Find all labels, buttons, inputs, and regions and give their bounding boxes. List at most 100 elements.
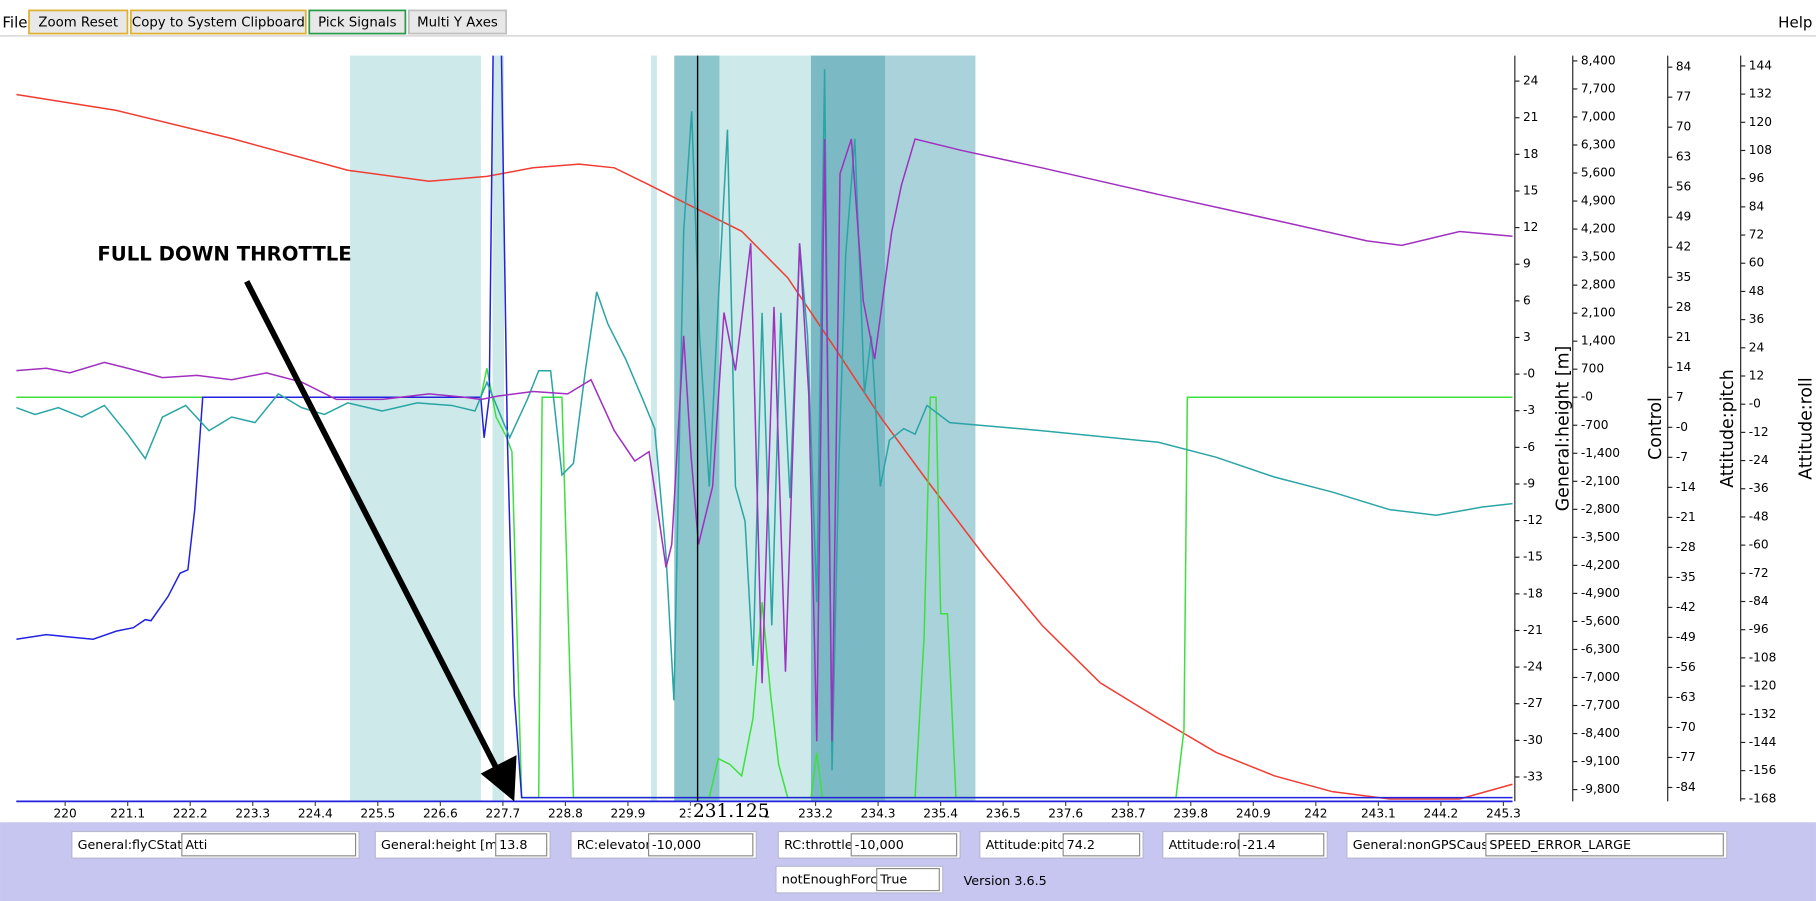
y-tick-label: -3,500 xyxy=(1581,530,1620,544)
y-tick-label: 49 xyxy=(1676,210,1691,224)
y-tick-label: -21 xyxy=(1676,510,1696,524)
y-tick-label: -144 xyxy=(1749,735,1777,749)
y-tick-label: -24 xyxy=(1749,453,1769,467)
y-tick-label: -9 xyxy=(1523,476,1535,490)
toolbar-button[interactable] xyxy=(407,9,508,35)
y-tick-label: 21 xyxy=(1523,110,1538,124)
y-tick-label: -6 xyxy=(1523,440,1535,454)
y-tick-label: -36 xyxy=(1749,481,1769,495)
y-tick-label: -28 xyxy=(1676,540,1696,554)
y-tick-label: 14 xyxy=(1676,360,1692,374)
y-tick-label: 144 xyxy=(1749,58,1772,72)
y-tick-label: -84 xyxy=(1676,780,1696,794)
readout-input[interactable] xyxy=(648,833,754,857)
y-tick-label: 48 xyxy=(1749,284,1764,298)
readout-input[interactable] xyxy=(876,867,940,892)
y-tick-label: -72 xyxy=(1749,566,1769,580)
y-tick-label: -56 xyxy=(1676,660,1696,674)
readout-value[interactable]: SPEED_ERROR_LARGE xyxy=(1489,838,1631,853)
y-tick-label: 108 xyxy=(1749,143,1772,157)
x-tick-label: 222.2 xyxy=(173,807,208,821)
readout-label: General:height [m] xyxy=(381,838,502,853)
toolbar-button[interactable] xyxy=(28,9,129,35)
y-tick-label: 42 xyxy=(1676,240,1691,254)
y-tick-label: -700 xyxy=(1581,418,1609,432)
readout-label: Attitude:roll xyxy=(1169,838,1244,853)
y-tick-label: -14 xyxy=(1676,480,1696,494)
y-tick-label: -168 xyxy=(1749,791,1777,805)
y-tick-label: 84 xyxy=(1749,199,1765,213)
y-tick-label: 2,800 xyxy=(1581,278,1616,292)
readout-value[interactable]: -21.4 xyxy=(1243,838,1276,853)
y-tick-label: 3,500 xyxy=(1581,250,1616,264)
readout-input[interactable] xyxy=(1485,833,1724,857)
y-tick-label: 7,000 xyxy=(1581,109,1616,123)
readout-input[interactable] xyxy=(495,833,548,857)
y-tick-label: 12 xyxy=(1749,368,1764,382)
x-tick-label: 245.3 xyxy=(1486,807,1521,821)
y-tick-label: 12 xyxy=(1523,220,1538,234)
y-tick-label: 7 xyxy=(1676,390,1684,404)
toolbar-button-label[interactable]: Multi Y Axes xyxy=(417,16,498,31)
readout-value[interactable]: -10,000 xyxy=(855,838,904,853)
annotation-arrowhead xyxy=(480,755,517,802)
readout-value[interactable]: 13.8 xyxy=(499,838,527,853)
x-tick-label: 220 xyxy=(54,807,77,821)
readout-value[interactable]: -10,000 xyxy=(652,838,701,853)
help-menu[interactable]: Help xyxy=(1778,14,1812,32)
y-tick-label: -0 xyxy=(1523,367,1535,381)
y-tick-label: -30 xyxy=(1523,733,1543,747)
toolbar-button-label[interactable]: Pick Signals xyxy=(318,16,397,31)
readout-label: General:flyCState xyxy=(78,838,191,853)
y-tick-label: 15 xyxy=(1523,183,1538,197)
x-tick-label: 223.3 xyxy=(235,807,270,821)
x-tick-label: 244.2 xyxy=(1423,807,1458,821)
x-tick-label: 229.9 xyxy=(611,807,646,821)
y-tick-label: 72 xyxy=(1749,228,1764,242)
toolbar-button[interactable] xyxy=(308,9,407,35)
readout-input[interactable] xyxy=(181,833,357,857)
y-tick-label: 4,200 xyxy=(1581,222,1616,236)
y-tick-label: -2,100 xyxy=(1581,474,1620,488)
readout-value[interactable]: 74.2 xyxy=(1067,838,1095,853)
y-tick-label: -8,400 xyxy=(1581,726,1620,740)
readout-input[interactable] xyxy=(850,833,958,857)
toolbar-button-label[interactable]: Zoom Reset xyxy=(38,16,118,31)
y-tick-label: 24 xyxy=(1749,340,1765,354)
y-tick-label: -1,400 xyxy=(1581,446,1620,460)
readout-input[interactable] xyxy=(1238,833,1325,857)
y-tick-label: -132 xyxy=(1749,707,1777,721)
readout-value[interactable]: Atti xyxy=(185,838,207,853)
x-tick-label: 226.6 xyxy=(423,807,458,821)
signal-line xyxy=(16,55,1513,799)
state-band xyxy=(492,55,505,802)
readout-input[interactable] xyxy=(1062,833,1141,857)
annotation: FULL DOWN THROTTLE xyxy=(97,242,351,265)
y-tick-label: 5,600 xyxy=(1581,166,1616,180)
annotation-arrow xyxy=(244,280,503,778)
x-tick-label: 225.5 xyxy=(360,807,395,821)
y-tick-label: 8,400 xyxy=(1581,53,1616,67)
y-tick-label: -0 xyxy=(1676,420,1688,434)
y-axis-label: Attitude:roll xyxy=(1797,377,1816,479)
file-menu[interactable]: File xyxy=(2,14,27,32)
y-tick-label: -21 xyxy=(1523,623,1543,637)
readout-label: Attitude:pitch xyxy=(986,838,1073,853)
readout-label: RC:throttle xyxy=(784,838,853,853)
y-tick-label: -0 xyxy=(1581,390,1593,404)
y-tick-label: 96 xyxy=(1749,171,1764,185)
readout-value[interactable]: True xyxy=(879,873,907,888)
toolbar-button[interactable] xyxy=(130,9,307,35)
y-tick-label: -7 xyxy=(1676,450,1688,464)
signal-line xyxy=(16,93,1513,800)
version: Version 3.6.5 xyxy=(964,874,1047,889)
y-tick-label: -27 xyxy=(1523,696,1543,710)
y-tick-label: 7,700 xyxy=(1581,81,1616,95)
toolbar-button-label[interactable]: Copy to System Clipboard xyxy=(132,16,305,31)
y-tick-label: -96 xyxy=(1749,622,1769,636)
x-tick-label: 233.2 xyxy=(798,807,833,821)
x-tick-label: 243.1 xyxy=(1361,807,1396,821)
y-tick-label: -15 xyxy=(1523,550,1543,564)
y-tick-label: -4,900 xyxy=(1581,586,1620,600)
y-tick-label: 70 xyxy=(1676,120,1691,134)
